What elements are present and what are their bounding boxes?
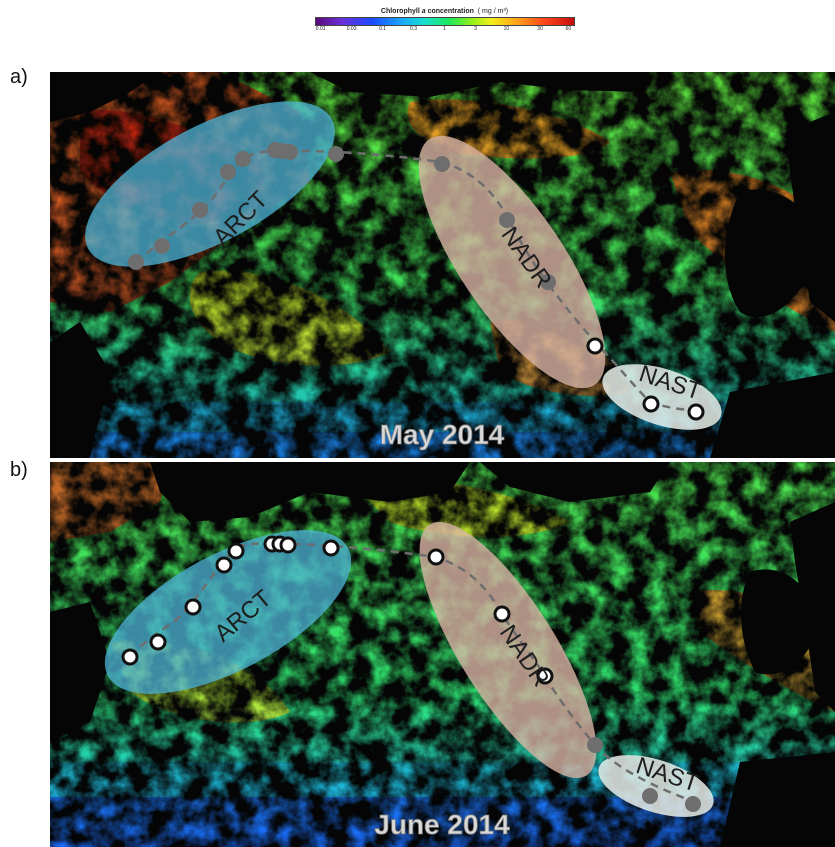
britain-landmass xyxy=(785,112,835,322)
cruise-track-line xyxy=(129,542,696,804)
colorbar-tick: 3 xyxy=(474,26,477,32)
station-marker xyxy=(642,788,658,804)
colorbar-tick: 10 xyxy=(503,26,510,32)
station-marker xyxy=(227,542,245,560)
station-marker xyxy=(121,648,139,666)
iceland-landmass xyxy=(310,72,650,97)
station-marker xyxy=(536,667,554,685)
station-marker xyxy=(154,238,170,254)
station-marker xyxy=(685,796,701,812)
colorbar-tick: 0.3 xyxy=(410,26,418,32)
colorbar-tick: 0.01 xyxy=(315,26,326,32)
iberia-landmass xyxy=(710,372,835,458)
station-marker xyxy=(434,156,450,172)
newfoundland-landmass xyxy=(50,322,110,458)
station-marker xyxy=(322,539,340,557)
chlorophyll-map-may: ARCT NADR NAST May 2014 xyxy=(50,72,835,458)
newfoundland-landmass xyxy=(50,602,110,742)
colorbar-units: ( mg / m³) xyxy=(477,8,509,15)
region-nadr-ellipse xyxy=(419,521,597,779)
greenland-landmass xyxy=(50,72,160,122)
map-date-label: June 2014 xyxy=(374,809,510,840)
station-marker xyxy=(220,164,236,180)
map-date-label: May 2014 xyxy=(380,419,505,450)
station-marker xyxy=(184,598,202,616)
station-marker xyxy=(540,274,556,290)
ireland-landmass xyxy=(725,189,820,318)
colorbar-tick: 1 xyxy=(443,26,446,32)
colorbar-tick: 60 xyxy=(565,26,572,32)
colorbar-gradient xyxy=(314,17,575,26)
station-marker xyxy=(192,202,208,218)
colorbar-legend: Chlorophyll a concentration ( mg / m³) 0… xyxy=(312,8,577,34)
ireland-landmass xyxy=(740,569,820,675)
stations-june xyxy=(121,535,701,812)
colorbar-title: Chlorophyll a concentration ( mg / m³) xyxy=(380,8,509,15)
station-marker xyxy=(642,395,660,413)
station-marker xyxy=(586,337,604,355)
colorbar-tick: 30 xyxy=(537,26,543,32)
station-marker xyxy=(235,151,251,167)
station-marker xyxy=(279,536,297,554)
station-marker xyxy=(493,605,511,623)
panel-label-a: a) xyxy=(10,66,28,88)
panel-label-b: b) xyxy=(10,459,28,481)
station-marker xyxy=(427,548,445,566)
station-marker xyxy=(687,403,705,421)
region-nadr-ellipse xyxy=(418,135,606,389)
region-arct-ellipse xyxy=(104,530,352,694)
britain-landmass xyxy=(790,502,835,712)
iceland-landmass xyxy=(480,462,670,502)
station-marker xyxy=(128,254,144,270)
greenland-landmass xyxy=(150,462,470,522)
stations-may xyxy=(128,142,705,421)
colorbar-tick: 0.1 xyxy=(379,26,387,32)
chlorophyll-map-june: ARCT NADR NAST June 2014 xyxy=(50,462,835,847)
station-marker xyxy=(149,633,167,651)
colorbar-tick: 0.03 xyxy=(346,26,357,32)
station-marker xyxy=(328,146,344,162)
station-marker xyxy=(499,212,515,228)
station-marker xyxy=(587,737,603,753)
colorbar-ticks: 0.01 0.03 0.1 0.3 1 3 10 30 60 xyxy=(316,26,574,34)
station-marker xyxy=(282,144,298,160)
iberia-landmass xyxy=(720,752,835,847)
cruise-track-line xyxy=(135,149,696,412)
station-marker xyxy=(215,556,233,574)
